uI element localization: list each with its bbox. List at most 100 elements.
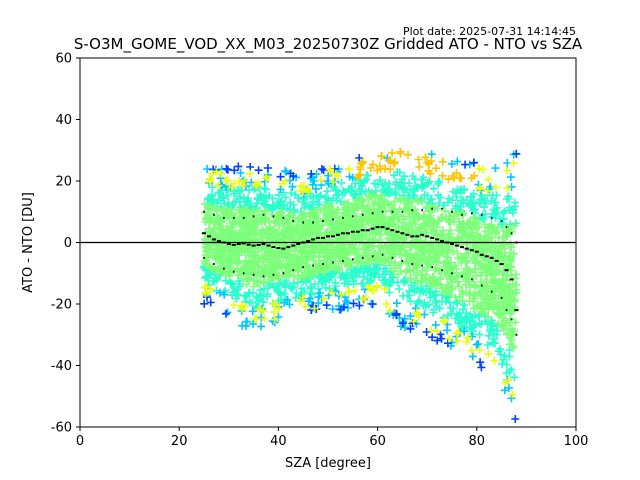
stat-marker: [381, 210, 384, 213]
y-axis-label: ATO - NTO [DU]: [21, 192, 36, 293]
stat-marker: [292, 219, 295, 222]
stat-marker: [451, 272, 453, 275]
stat-marker: [459, 246, 464, 249]
plot-date: Plot date: 2025-07-31 14:14:45: [403, 25, 576, 38]
stat-marker: [390, 229, 395, 232]
stat-marker: [213, 213, 215, 216]
scatter-layer: [200, 147, 521, 423]
stat-marker: [246, 243, 251, 246]
stat-marker: [515, 333, 518, 336]
stat-marker: [431, 207, 433, 210]
stat-marker: [425, 235, 430, 238]
stat-marker: [445, 241, 450, 244]
stat-marker: [216, 239, 221, 242]
stat-marker: [211, 238, 216, 241]
y-tick-label: -40: [51, 359, 72, 374]
x-tick-label: 60: [369, 434, 386, 449]
stat-marker: [385, 227, 390, 230]
stat-marker: [203, 210, 205, 213]
stat-marker: [316, 236, 321, 239]
stat-marker: [355, 230, 360, 233]
stat-marker: [391, 210, 394, 213]
stat-marker: [302, 266, 304, 269]
stat-marker: [514, 309, 519, 312]
stat-marker: [251, 244, 256, 247]
stat-marker: [282, 272, 285, 275]
stat-marker: [203, 256, 205, 259]
stat-marker: [276, 247, 281, 250]
stat-marker: [490, 216, 493, 219]
stat-marker: [490, 290, 493, 293]
stat-marker: [484, 255, 489, 258]
stat-marker: [335, 233, 340, 236]
stat-marker: [261, 243, 266, 246]
stat-marker: [321, 236, 326, 239]
stat-marker: [489, 256, 494, 259]
stat-marker: [401, 259, 404, 262]
stat-marker: [322, 263, 324, 266]
stat-marker: [241, 242, 246, 245]
stat-marker: [361, 256, 364, 259]
stat-marker: [505, 309, 508, 312]
series-mean: [202, 226, 519, 312]
stat-marker: [360, 229, 365, 232]
stat-marker: [480, 284, 483, 287]
stat-marker: [286, 246, 291, 249]
stat-marker: [440, 239, 445, 242]
stat-marker: [461, 275, 463, 278]
stat-marker: [415, 235, 420, 238]
stat-marker: [352, 258, 354, 261]
stat-marker: [450, 243, 454, 246]
stat-marker: [252, 215, 255, 218]
y-tick-label: 60: [55, 52, 72, 67]
x-tick-label: 40: [270, 434, 287, 449]
stat-marker: [340, 232, 345, 235]
stat-marker: [479, 253, 484, 256]
series-mean_plus_std: [203, 207, 518, 244]
stat-marker: [301, 241, 306, 244]
stat-marker: [202, 232, 206, 235]
stat-marker: [291, 244, 296, 247]
stat-marker: [342, 259, 344, 262]
stat-marker: [226, 243, 231, 246]
x-tick-label: 100: [564, 434, 589, 449]
x-axis-label: SZA [degree]: [285, 456, 371, 471]
stat-marker: [371, 212, 374, 215]
stat-marker: [431, 266, 433, 269]
stat-marker: [441, 269, 443, 272]
stat-marker: [505, 226, 508, 229]
stat-marker: [430, 236, 435, 239]
stat-marker: [454, 244, 459, 247]
scatter-points-orange: [353, 147, 479, 184]
stat-marker: [232, 216, 235, 219]
stat-marker: [262, 213, 265, 216]
y-tick-label: -20: [51, 298, 72, 313]
stat-marker: [330, 235, 335, 238]
stat-marker: [361, 213, 364, 216]
stat-marker: [272, 215, 275, 218]
stat-marker: [370, 227, 375, 230]
stat-marker: [395, 230, 400, 233]
stat-marker: [236, 243, 241, 246]
stat-marker: [311, 238, 316, 241]
stat-marker: [500, 296, 503, 299]
stat-marker: [206, 235, 211, 238]
scatter-points-mid: [200, 168, 520, 382]
stat-marker: [350, 230, 355, 233]
stat-marker: [474, 250, 479, 253]
stat-marker: [469, 249, 474, 252]
stat-marker: [296, 243, 301, 246]
stat-marker: [411, 263, 414, 266]
stat-marker: [342, 216, 344, 219]
stat-marker: [500, 219, 503, 222]
y-tick-label: 0: [64, 236, 72, 251]
x-tick-label: 20: [171, 434, 188, 449]
stat-marker: [266, 244, 271, 247]
stat-marker: [223, 267, 225, 270]
stat-marker: [292, 269, 295, 272]
stat-marker: [510, 318, 513, 321]
stat-marker: [332, 218, 334, 221]
stat-marker: [221, 241, 226, 244]
stat-marker: [471, 278, 473, 281]
